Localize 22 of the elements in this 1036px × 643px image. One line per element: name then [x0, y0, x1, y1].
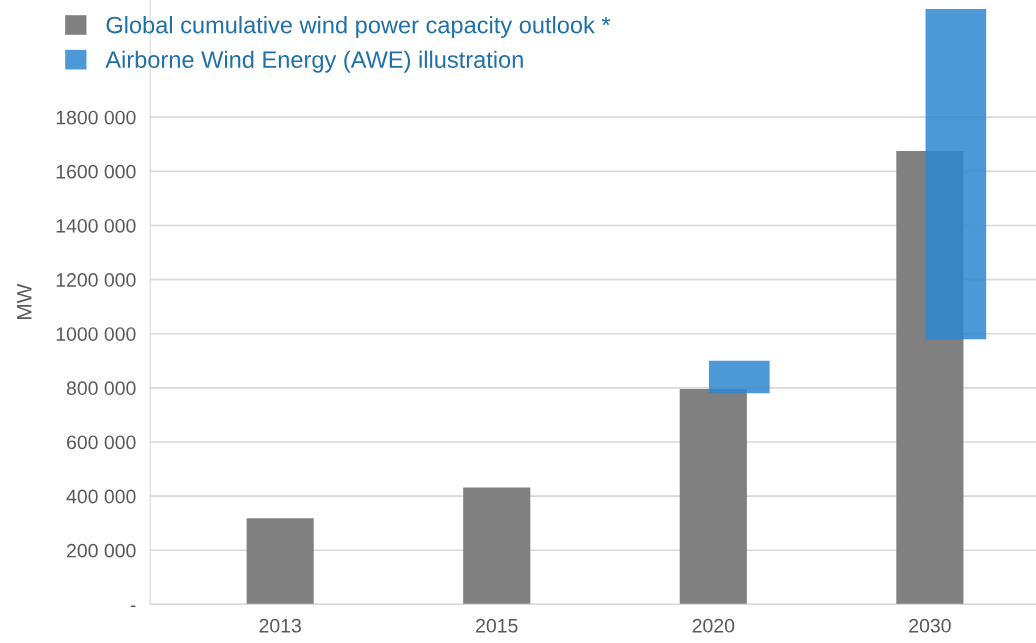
- x-tick-label: 2015: [476, 618, 518, 633]
- y-tick-label: 1600 000: [56, 164, 136, 179]
- y-tick-label: -: [130, 605, 136, 608]
- y-axis-title: MW: [17, 283, 32, 320]
- legend-label: Global cumulative wind power capacity outlook *: [106, 16, 611, 39]
- bar: [246, 518, 314, 605]
- y-tick-label: 1200 000: [56, 273, 136, 287]
- y-tick-label: 200 000: [67, 543, 136, 558]
- y-tick-label: 1800 000: [56, 110, 136, 125]
- y-tick-label: 800 000: [66, 381, 136, 396]
- y-tick-label: 400 000: [66, 489, 136, 504]
- bar: [708, 360, 770, 394]
- bar: [463, 487, 531, 605]
- y-tick-label: 1000 000: [56, 327, 136, 341]
- bar: [925, 8, 987, 340]
- x-tick-label: 2020: [692, 618, 735, 633]
- bar: [679, 388, 747, 605]
- y-tick-label: 600 000: [67, 435, 136, 450]
- x-tick-label: 2030: [909, 618, 951, 633]
- legend-label: Airborne Wind Energy (AWE) illustration: [105, 50, 523, 73]
- y-tick-label: 1400 000: [56, 218, 136, 233]
- x-tick-label: 2013: [259, 618, 301, 633]
